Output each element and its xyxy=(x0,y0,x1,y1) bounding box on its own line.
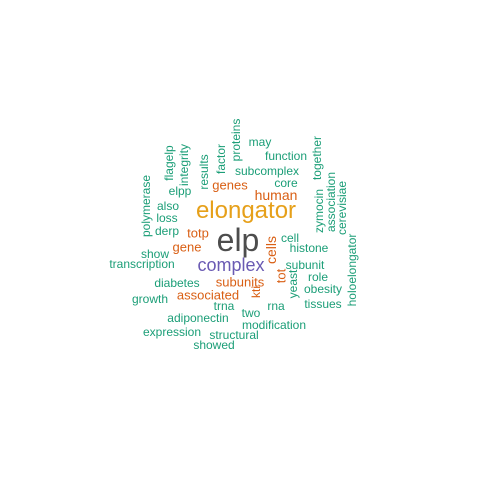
word-loss: loss xyxy=(156,211,178,225)
word-role: role xyxy=(307,270,329,284)
word-histone: histone xyxy=(289,241,329,255)
word-function: function xyxy=(264,149,308,163)
word-cerevisiae: cerevisiae xyxy=(335,180,349,236)
word-complex: complex xyxy=(197,255,265,275)
word-associated: associated xyxy=(176,287,240,303)
word-elongator: elongator xyxy=(195,197,297,224)
word-together: together xyxy=(310,135,324,181)
word-integrity: integrity xyxy=(177,143,191,187)
word-cells: cells xyxy=(263,235,279,265)
word-two: two xyxy=(241,306,261,320)
word-cell: cell xyxy=(280,231,300,245)
word-elpp: elpp xyxy=(168,184,192,198)
word-genes: genes xyxy=(212,177,248,193)
word-human: human xyxy=(254,187,298,203)
word-expression: expression xyxy=(142,325,202,339)
word-polymerase: polymerase xyxy=(139,174,153,238)
word-subcomplex: subcomplex xyxy=(234,164,300,178)
word-may: may xyxy=(248,135,272,149)
word-showed: showed xyxy=(193,338,235,352)
word-rna: rna xyxy=(267,299,285,313)
word-gene: gene xyxy=(172,239,202,255)
word-kti: kti xyxy=(249,286,263,298)
word-flagelp: flagelp xyxy=(162,145,176,181)
word-diabetes: diabetes xyxy=(154,276,200,290)
word-factor: factor xyxy=(214,143,228,175)
word-transcription: transcription xyxy=(109,257,175,271)
word-obesity: obesity xyxy=(303,282,343,296)
word-also: also xyxy=(156,199,180,213)
word-tissues: tissues xyxy=(304,297,342,311)
word-elp: elp xyxy=(216,222,260,258)
word-results: results xyxy=(197,154,211,190)
word-growth: growth xyxy=(131,292,169,306)
word-derp: derp xyxy=(154,224,180,238)
word-proteins: proteins xyxy=(229,118,243,162)
word-subunits: subunits xyxy=(215,274,265,290)
word-structural: structural xyxy=(209,328,259,342)
word-core: core xyxy=(274,176,298,190)
word-modification: modification xyxy=(241,318,307,332)
word-trna: trna xyxy=(213,299,235,313)
word-yeast: yeast xyxy=(286,269,300,299)
word-show: show xyxy=(140,247,170,261)
word-adiponectin: adiponectin xyxy=(167,311,229,325)
word-subunit: subunit xyxy=(285,258,325,272)
word-holoelongator: holoelongator xyxy=(345,233,359,307)
word-totp: totp xyxy=(187,225,209,241)
